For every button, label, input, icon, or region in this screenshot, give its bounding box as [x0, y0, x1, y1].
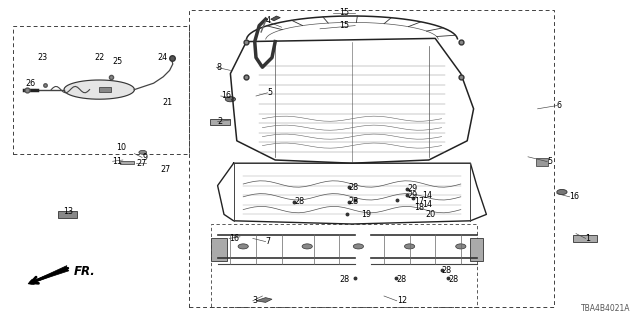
Bar — [536, 158, 548, 166]
Text: 22: 22 — [95, 53, 105, 62]
Bar — [210, 119, 230, 125]
Text: 29: 29 — [407, 184, 417, 193]
Circle shape — [225, 97, 236, 102]
Text: 28: 28 — [397, 276, 407, 284]
Text: 27: 27 — [136, 159, 147, 168]
Text: 28: 28 — [294, 197, 305, 206]
Circle shape — [456, 244, 466, 249]
Text: 28: 28 — [339, 276, 349, 284]
Text: 15: 15 — [339, 21, 349, 30]
Circle shape — [404, 244, 415, 249]
Bar — [58, 211, 77, 218]
Circle shape — [238, 244, 248, 249]
Text: 17: 17 — [414, 197, 424, 206]
Text: 14: 14 — [422, 191, 433, 200]
Text: 16: 16 — [221, 92, 231, 100]
Text: 24: 24 — [157, 53, 168, 62]
Circle shape — [139, 150, 147, 154]
Bar — [211, 238, 227, 261]
Text: 15: 15 — [339, 8, 349, 17]
Text: 21: 21 — [162, 98, 172, 107]
Text: 8: 8 — [216, 63, 221, 72]
Polygon shape — [271, 16, 280, 21]
Bar — [120, 161, 134, 164]
Text: 5: 5 — [268, 88, 273, 97]
Circle shape — [353, 244, 364, 249]
Text: 3: 3 — [253, 296, 258, 305]
Text: 16: 16 — [229, 234, 239, 243]
Text: 25: 25 — [112, 57, 122, 66]
Text: 7: 7 — [266, 237, 271, 246]
Text: 4: 4 — [266, 16, 271, 25]
Text: 29: 29 — [407, 191, 417, 200]
Text: 23: 23 — [37, 53, 47, 62]
Text: 28: 28 — [448, 276, 458, 284]
Text: 26: 26 — [26, 79, 36, 88]
Text: 12: 12 — [397, 296, 407, 305]
Text: FR.: FR. — [74, 265, 95, 278]
Text: 14: 14 — [422, 200, 433, 209]
Polygon shape — [64, 80, 134, 99]
Text: 1: 1 — [586, 234, 591, 243]
Text: 16: 16 — [570, 192, 580, 201]
Text: 28: 28 — [442, 266, 452, 275]
Text: 5: 5 — [547, 157, 552, 166]
Text: 6: 6 — [557, 101, 562, 110]
Bar — [470, 238, 483, 261]
Text: 9: 9 — [142, 153, 147, 162]
Text: 27: 27 — [160, 165, 170, 174]
Text: 2: 2 — [218, 117, 223, 126]
Text: 28: 28 — [349, 197, 359, 206]
Text: 13: 13 — [63, 207, 73, 216]
Text: 10: 10 — [116, 143, 127, 152]
Text: 19: 19 — [362, 210, 372, 219]
Bar — [573, 235, 597, 242]
Bar — [99, 87, 111, 92]
Polygon shape — [256, 298, 272, 302]
Text: 18: 18 — [414, 204, 424, 212]
Circle shape — [557, 189, 567, 195]
Text: TBA4B4021A: TBA4B4021A — [581, 304, 630, 313]
Text: 28: 28 — [349, 183, 359, 192]
Text: 20: 20 — [426, 210, 436, 219]
Circle shape — [302, 244, 312, 249]
Text: 11: 11 — [113, 157, 123, 166]
